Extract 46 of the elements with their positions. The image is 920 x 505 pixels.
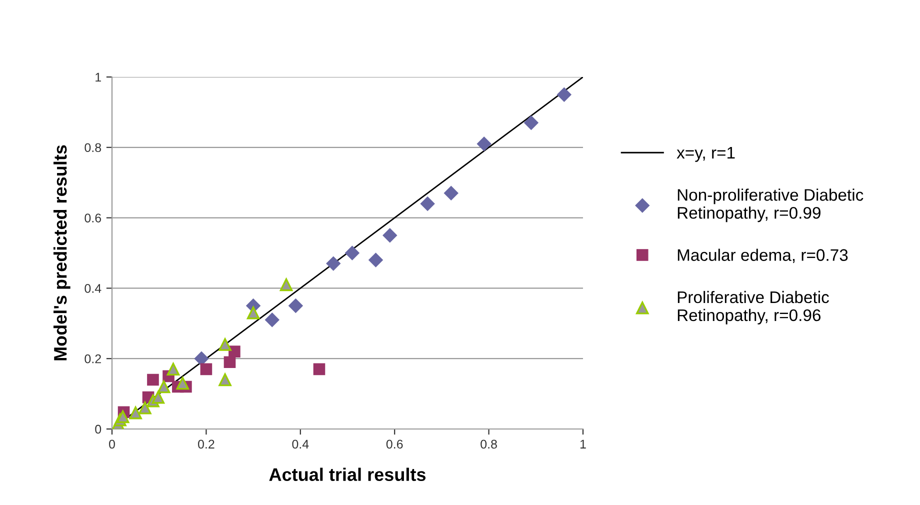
point [176,376,190,390]
y-axis-title: Model's predicted results [53,145,70,360]
point [524,116,538,130]
y-tick-label: 0.4 [84,284,102,293]
point [444,186,458,200]
point [476,136,492,152]
x-tick-label: 1 [580,440,586,448]
point [382,228,398,243]
point [344,246,360,260]
legend-label: Proliferative Diabetic Retinopathy, r=0.96 [678,290,829,324]
point [420,196,435,211]
point [280,278,293,292]
point [200,363,212,376]
point [166,362,180,376]
x-tick-label: 0.2 [198,440,214,449]
y-tick-label: 0.2 [84,354,101,364]
point [288,298,303,314]
point [224,356,236,368]
point [152,390,165,404]
point [138,401,152,414]
legend-label: Non-proliferative Diabetic Retinopathy, r=0.99 [678,188,864,222]
point [147,374,159,386]
y-tick-label: 1 [96,72,101,82]
point [264,312,280,328]
y-tick-label: 0.8 [84,143,102,152]
point [218,373,232,386]
x-tick-label: 0.8 [480,440,497,449]
point [326,256,341,271]
y-tick-label: 0 [95,424,102,434]
legend-label: x=y, r=1 [676,146,735,162]
x-tick-label: 0.4 [292,440,309,449]
point [228,346,240,358]
point [218,338,232,351]
point [313,363,326,376]
y-tick-label: 0.6 [84,214,102,222]
x-tick-label: 0.6 [386,440,403,449]
point [556,87,572,102]
point [116,410,130,424]
point [246,306,260,320]
point [129,406,142,420]
x-axis-title: Actual trial results [269,468,426,481]
x-tick-label: 0 [109,440,115,449]
point [194,351,209,366]
legend-label: Macular edema, r=0.73 [678,248,848,263]
point [157,380,170,394]
point [368,252,383,268]
